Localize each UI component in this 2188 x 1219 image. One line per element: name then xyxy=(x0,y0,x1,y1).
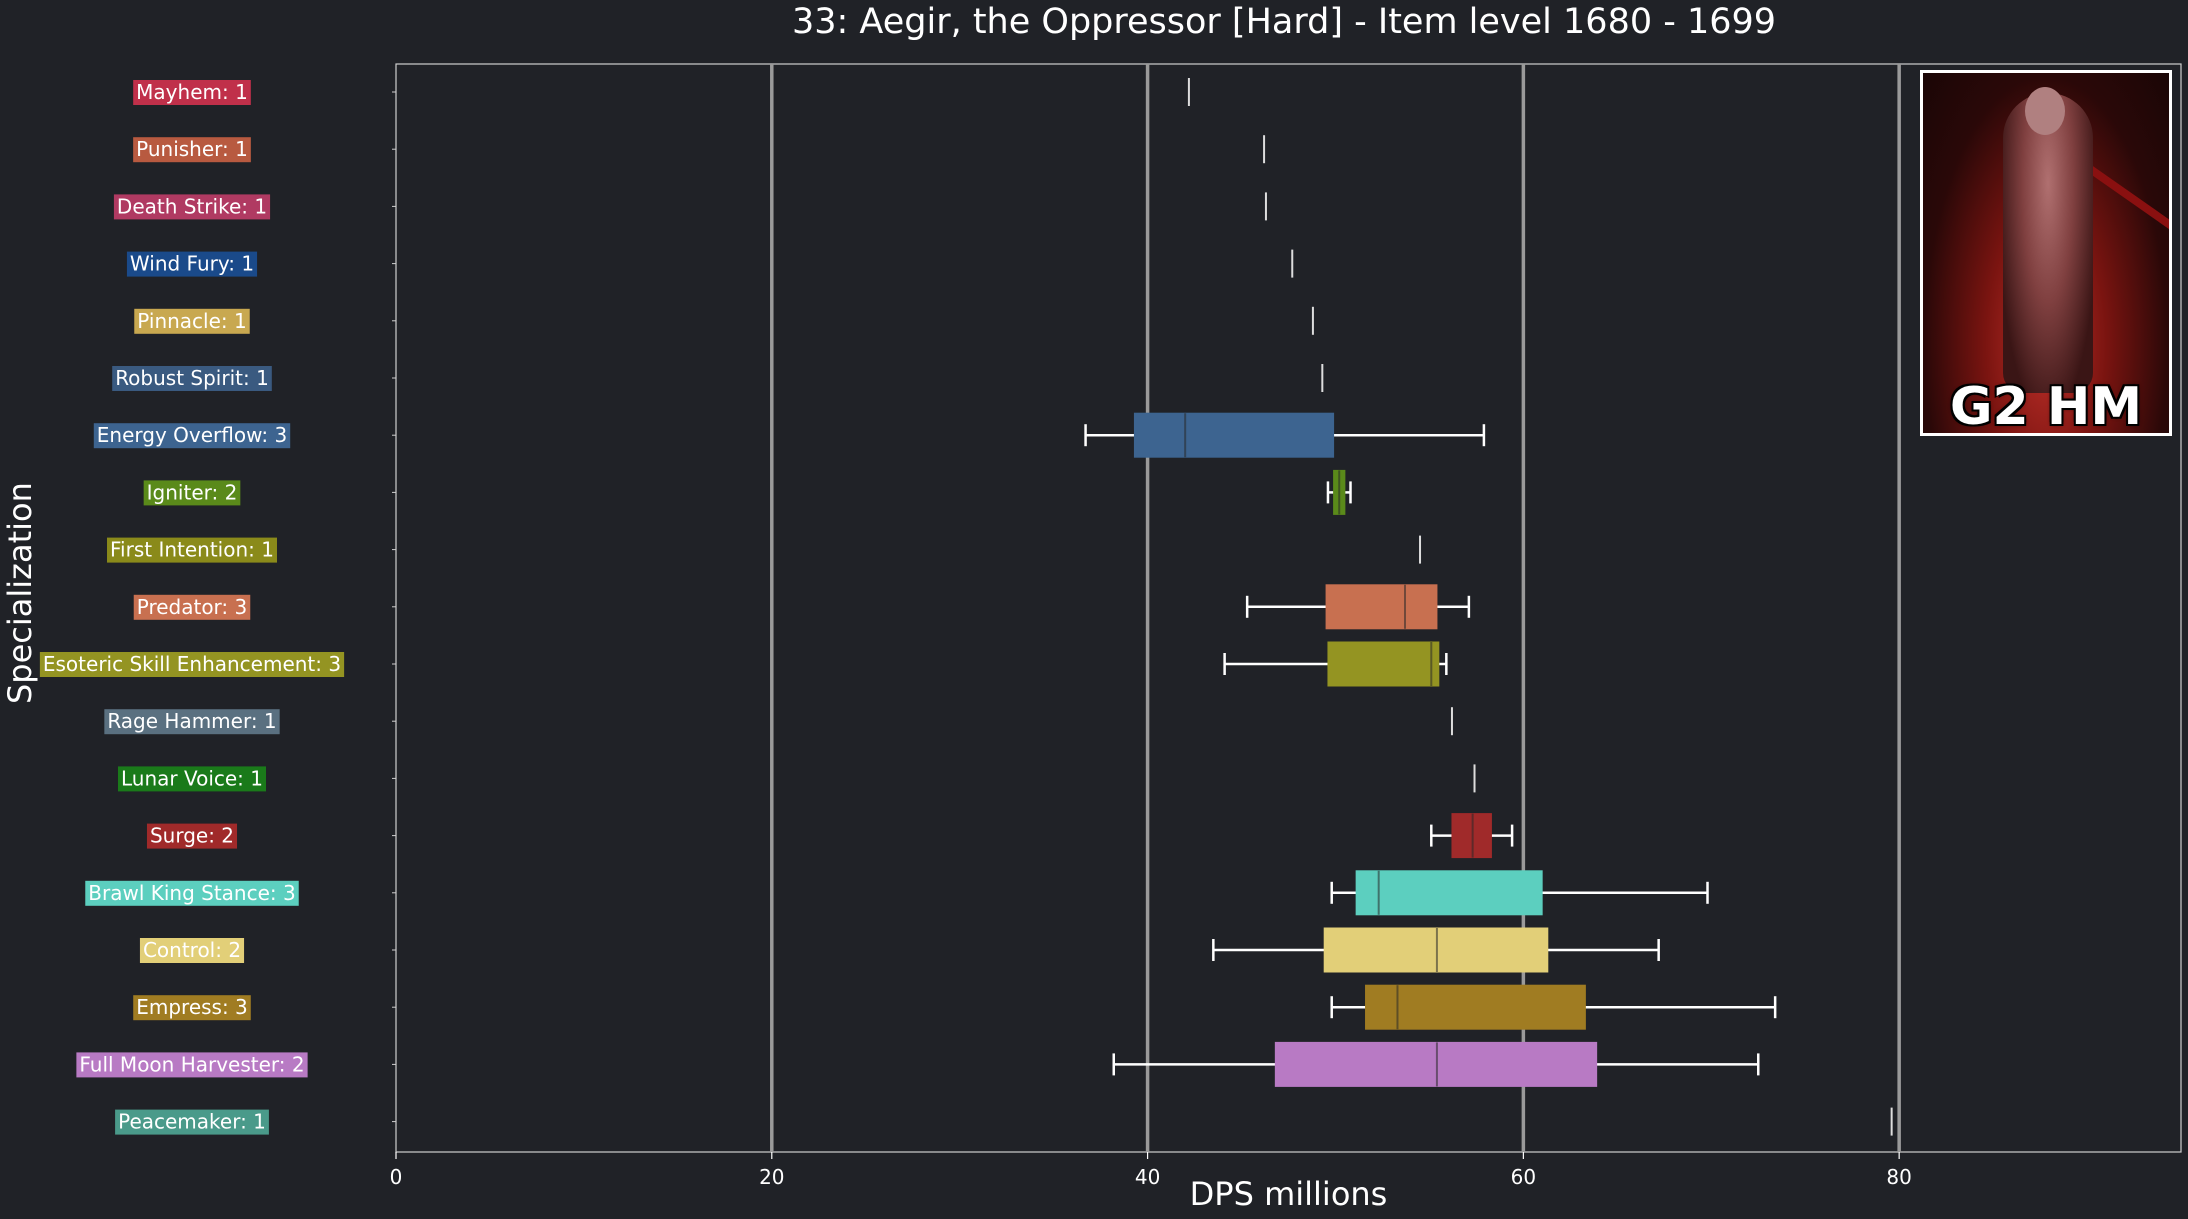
spec-label-bg xyxy=(133,137,251,163)
spec-label-bg xyxy=(85,880,299,906)
boss-portrait: G2 HM xyxy=(1920,70,2172,436)
spec-label-bg xyxy=(133,594,251,620)
spec-label-bg xyxy=(126,251,258,277)
spec-label: Brawl King Stance: 3 xyxy=(88,881,295,905)
iqr-box xyxy=(1133,412,1335,458)
spec-label-bg xyxy=(113,194,271,220)
spec-label-bg xyxy=(117,766,267,792)
spec-label: Robust Spirit: 1 xyxy=(115,366,269,390)
spec-label: Peacemaker: 1 xyxy=(118,1110,266,1134)
iqr-box xyxy=(1325,584,1438,630)
spec-label: Lunar Voice: 1 xyxy=(121,766,263,790)
spec-label: Igniter: 2 xyxy=(147,480,238,504)
boss-figure xyxy=(2003,93,2093,393)
spec-label-bg xyxy=(133,80,251,105)
difficulty-badge: G2 HM xyxy=(1949,377,2143,436)
iqr-box xyxy=(1327,641,1440,687)
spec-label-bg xyxy=(133,995,251,1021)
spec-label-bg xyxy=(112,366,272,391)
spec-label: Predator: 3 xyxy=(137,595,248,619)
spec-label: Esoteric Skill Enhancement: 3 xyxy=(43,652,341,676)
iqr-box xyxy=(1355,870,1543,916)
spec-label-bg xyxy=(107,537,277,563)
x-tick-label: 60 xyxy=(1511,1165,1536,1189)
x-axis-label: DPS millions xyxy=(1189,1175,1388,1213)
spec-label-bg xyxy=(93,423,291,449)
spec-label: Empress: 3 xyxy=(136,995,248,1019)
spec-label: Full Moon Harvester: 2 xyxy=(79,1052,304,1076)
spec-label: Mayhem: 1 xyxy=(136,80,248,104)
spec-label-bg xyxy=(139,938,245,963)
chart-title: 33: Aegir, the Oppressor [Hard] - Item l… xyxy=(791,2,1777,42)
spec-label-bg xyxy=(39,652,345,677)
x-tick-label: 20 xyxy=(759,1165,784,1189)
spec-label: Rage Hammer: 1 xyxy=(107,709,276,733)
spec-label: Pinnacle: 1 xyxy=(137,309,246,333)
spec-label: Energy Overflow: 3 xyxy=(97,423,287,447)
spec-label-bg xyxy=(143,480,241,506)
iqr-box xyxy=(1365,984,1586,1030)
spec-label: Wind Fury: 1 xyxy=(130,252,254,276)
spec-label-bg xyxy=(76,1052,308,1078)
spec-label: Punisher: 1 xyxy=(136,137,248,161)
boss-head xyxy=(2025,87,2065,135)
spec-label: Control: 2 xyxy=(143,938,241,962)
x-tick-label: 0 xyxy=(390,1165,403,1189)
x-tick-label: 40 xyxy=(1135,1165,1160,1189)
spec-label: Surge: 2 xyxy=(150,824,234,848)
spec-label-bg xyxy=(104,709,280,735)
spec-label: First Intention: 1 xyxy=(110,538,274,562)
x-tick-label: 80 xyxy=(1886,1165,1911,1189)
plot-frame xyxy=(395,63,2182,1153)
spec-label: Death Strike: 1 xyxy=(117,194,267,218)
spec-label-bg xyxy=(146,823,238,849)
spec-label-bg xyxy=(134,308,250,334)
spec-label-bg xyxy=(115,1109,269,1135)
